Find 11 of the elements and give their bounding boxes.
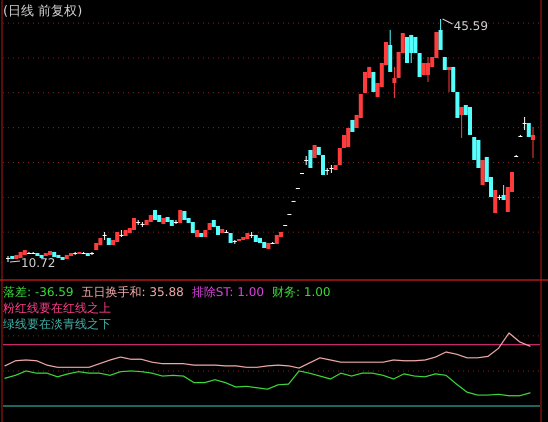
price-label: 10.72	[10, 256, 56, 270]
text: 绿线要在淡青线之下	[3, 317, 111, 331]
text: 五日换手和: 35.88	[82, 285, 184, 299]
annotation: 10.72	[21, 256, 56, 270]
text: 落差: -36.59	[3, 285, 74, 299]
price-label: 45.59	[442, 18, 488, 33]
text: 财务: 1.00	[272, 285, 331, 299]
text: 粉红线要在红线之上	[3, 301, 111, 315]
chart-title: (日线 前复权)	[3, 4, 82, 19]
text: 排除ST: 1.00	[192, 285, 264, 299]
annotation: 45.59	[454, 19, 488, 33]
